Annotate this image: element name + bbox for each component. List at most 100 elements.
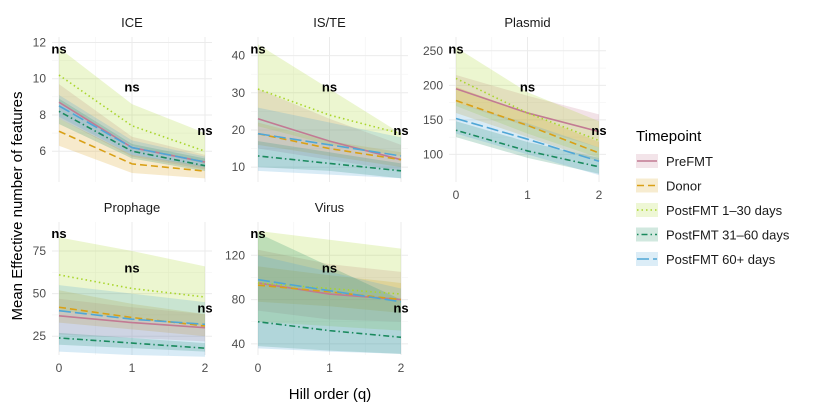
significance-label: ns: [197, 123, 212, 138]
ribbon-postfmt-60-days: [59, 285, 205, 357]
ribbon-postfmt-31-60-days: [59, 98, 205, 172]
legend-item: PostFMT 60+ days: [636, 252, 776, 267]
y-tick-label: 100: [423, 147, 443, 161]
legend-item: Donor: [636, 178, 702, 194]
line-donor: [257, 284, 402, 301]
y-tick-label: 10: [232, 160, 246, 174]
ribbon-prefmt: [258, 249, 401, 322]
line-donor: [455, 99, 600, 154]
y-tick-label: 150: [423, 113, 443, 127]
y-axis-title: Mean Effective number of features: [9, 91, 26, 320]
y-tick-label: 200: [423, 78, 443, 92]
line-postfmt-60-days: [455, 117, 600, 163]
ribbon-postfmt-60-days: [258, 107, 401, 179]
line-postfmt-31-60-days: [58, 110, 206, 167]
y-tick-label: 12: [33, 35, 47, 49]
line-prefmt: [58, 314, 206, 329]
ribbon-postfmt-31-60-days: [456, 121, 599, 174]
y-tick-label: 25: [33, 329, 47, 343]
significance-label: ns: [322, 261, 337, 276]
ribbon-postfmt-31-60-days: [59, 332, 205, 352]
line-donor: [58, 130, 206, 172]
significance-label: ns: [51, 226, 66, 241]
panel-title: Virus: [315, 200, 345, 215]
x-tick-label: 0: [453, 188, 460, 202]
line-postfmt-31-60-days: [455, 129, 600, 168]
line-postfmt-31-60-days: [257, 155, 402, 172]
legend: Timepoint PreFMT Donor PostFMT 1–30 days Po…: [636, 128, 790, 267]
x-tick-label: 1: [524, 188, 531, 202]
panel-is-te: IS/TE 10 20 30 40 ns ns ns: [232, 15, 409, 182]
ribbon-postfmt-1-30-days: [258, 44, 401, 156]
significance-label: ns: [250, 226, 265, 241]
significance-label: ns: [448, 42, 463, 57]
y-tick-label: 40: [232, 49, 246, 63]
x-tick-label: 0: [255, 361, 262, 375]
legend-label: Donor: [666, 179, 702, 194]
x-tick-label: 0: [56, 361, 63, 375]
legend-item: PostFMT 1–30 days: [636, 203, 783, 218]
legend-label: PreFMT: [666, 154, 713, 169]
x-tick-label: 1: [129, 361, 136, 375]
y-tick-label: 20: [232, 123, 246, 137]
gridlines: [251, 222, 408, 355]
line-postfmt-31-60-days: [58, 337, 206, 349]
line-postfmt-60-days: [257, 278, 402, 303]
y-tick-label: 30: [232, 86, 246, 100]
significance-label: ns: [393, 300, 408, 315]
y-tick-label: 75: [33, 244, 47, 258]
y-tick-label: 50: [33, 287, 47, 301]
legend-key-fill: [636, 178, 658, 193]
y-tick-label: 120: [225, 248, 245, 262]
significance-label: ns: [591, 123, 606, 138]
line-postfmt-60-days: [58, 105, 206, 163]
x-tick-label: 2: [398, 361, 405, 375]
ribbon-prefmt: [456, 74, 599, 148]
ribbon-prefmt: [59, 84, 205, 170]
line-prefmt: [455, 88, 600, 133]
panel-title: ICE: [121, 15, 143, 30]
ribbon-donor: [456, 86, 599, 162]
significance-label: ns: [124, 261, 139, 276]
y-tick-label: 10: [33, 72, 47, 86]
legend-item: PreFMT: [636, 154, 713, 169]
ribbon-prefmt: [59, 298, 205, 342]
ribbon-postfmt-31-60-days: [258, 141, 401, 179]
y-tick-label: 40: [232, 337, 246, 351]
significance-label: ns: [520, 79, 535, 94]
legend-label: PostFMT 60+ days: [666, 252, 776, 267]
x-tick-label: 1: [326, 361, 333, 375]
ribbon-postfmt-1-30-days: [456, 47, 599, 158]
significance-label: ns: [124, 79, 139, 94]
gridlines: [52, 222, 212, 355]
line-postfmt-1-30-days: [58, 74, 206, 152]
significance-label: ns: [322, 79, 337, 94]
panel-plasmid: Plasmid 100 150 200 250 0 1 2 ns ns ns: [423, 15, 607, 202]
ribbon-postfmt-60-days: [59, 95, 205, 168]
y-tick-label: 6: [39, 144, 46, 158]
panel-prophage: Prophage 25 50 75 0 1 2 ns ns ns: [33, 200, 213, 375]
line-prefmt: [257, 118, 402, 161]
ribbon-donor: [59, 118, 205, 179]
significance-label: ns: [393, 123, 408, 138]
panel-title: Prophage: [104, 200, 160, 215]
y-tick-label: 8: [39, 108, 46, 122]
line-postfmt-31-60-days: [257, 320, 402, 339]
panel-ice: ICE 6 8 10 12 ns ns ns: [33, 15, 213, 182]
line-postfmt-1-30-days: [257, 282, 402, 295]
significance-label: ns: [197, 300, 212, 315]
line-donor: [257, 132, 402, 161]
significance-label: ns: [51, 42, 66, 57]
legend-label: PostFMT 1–30 days: [666, 203, 783, 218]
gridlines: [251, 37, 408, 182]
panel-title: Plasmid: [504, 15, 550, 30]
ribbon-postfmt-1-30-days: [258, 230, 401, 331]
panel-virus: Virus 40 80 120 0 1 2 ns ns ns: [225, 200, 409, 375]
ribbon-postfmt-1-30-days: [59, 47, 205, 164]
ribbon-donor: [258, 266, 401, 313]
ribbon-postfmt-60-days: [258, 255, 401, 354]
ribbon-postfmt-1-30-days: [59, 237, 205, 327]
x-tick-label: 2: [596, 188, 603, 202]
